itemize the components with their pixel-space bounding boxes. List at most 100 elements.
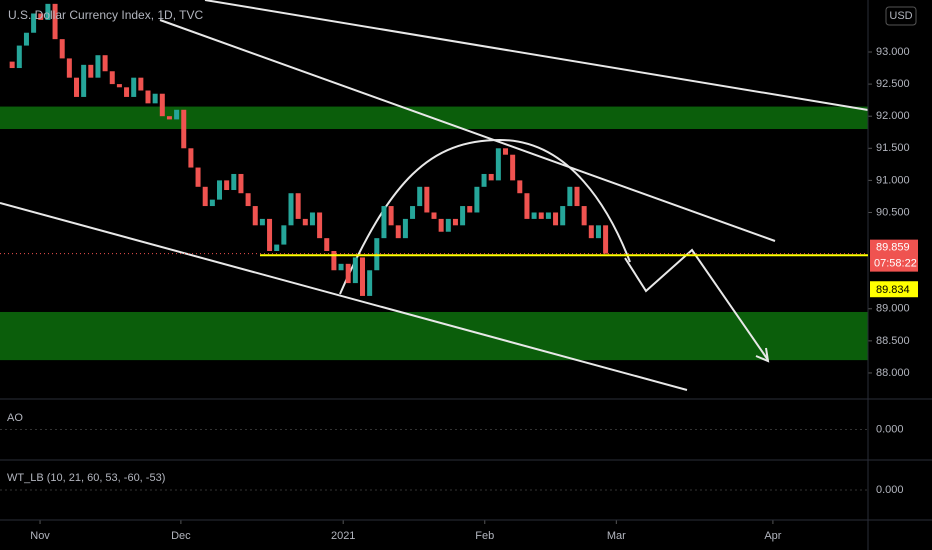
candle [574,186,580,207]
y-tick-label: 88.500 [876,335,910,347]
y-tick-label: 89.000 [876,303,910,315]
y-tick-label: 90.500 [876,206,910,218]
candle [138,77,144,91]
candle [581,206,587,226]
candle [367,270,373,296]
candle [331,250,337,271]
candle [345,263,351,284]
candle [302,218,308,226]
currency[interactable]: USD [889,10,912,22]
candle [460,206,466,226]
candle [317,212,323,239]
candle [438,218,444,232]
candle [481,173,487,187]
candle [245,193,251,207]
level-label-box [870,281,918,298]
x-tick-label: 2021 [331,530,355,542]
candle [474,186,480,213]
x-tick-label: Feb [475,530,494,542]
candle [288,193,294,226]
x-tick-label: Nov [30,530,50,542]
candle [538,212,544,219]
last-price-box [870,239,918,272]
candle [209,199,215,207]
candle [488,173,494,181]
y-tick-label: 91.500 [876,142,910,154]
currency-box[interactable] [885,6,917,26]
candle [181,109,187,149]
candle [360,257,366,296]
chart-title: U.S. Dollar Currency Index, 1D, TVC [8,8,204,22]
y-tick-label: 92.500 [876,78,910,90]
candle [74,77,80,97]
candle [352,257,358,284]
candle [431,212,437,219]
candle [467,206,473,213]
candle [224,180,230,191]
candle [9,61,15,69]
candle [395,225,401,239]
candle [109,71,115,85]
candle [595,225,601,239]
x-tick-label: Mar [607,530,626,542]
candle [145,90,151,104]
candle [23,32,29,46]
candle [231,173,237,191]
candle [402,218,408,239]
y-tick-label: 88.000 [876,367,910,379]
last-price-label: 89.859 [876,242,910,254]
x-tick-label: Dec [171,530,191,542]
candle [259,218,265,226]
candle [452,218,458,226]
candle [517,180,523,194]
candle [81,64,87,97]
candle [166,116,172,120]
trend-line [0,202,688,391]
candle [502,148,508,155]
candle [95,55,101,78]
candle [116,84,122,88]
candle [417,186,423,207]
candle [281,225,287,245]
x-tick-label: Apr [764,530,781,542]
y-tick-label: 91.000 [876,174,910,186]
candle [52,3,58,40]
arrow-head [755,347,770,363]
candle [174,109,180,120]
trend-line [204,0,869,111]
y-tick-label: 93.000 [876,46,910,58]
candle [567,186,573,207]
candle [374,238,380,271]
candle [309,212,315,226]
candle [66,58,72,78]
candle [274,244,280,251]
candle [38,13,44,20]
candle [388,206,394,226]
candle [588,225,594,239]
candle [524,193,530,219]
candle [424,186,430,213]
candle [410,206,416,219]
candle [553,212,559,226]
candle [238,173,244,194]
projection-arrow [624,248,769,361]
indicator-name: WT_LB (10, 21, 60, 53, -60, -53) [7,472,165,484]
countdown: 07:58:22 [874,258,917,270]
candle [495,148,501,181]
candle [195,167,201,187]
y-tick-label: 0.000 [876,423,904,435]
candle [16,45,22,69]
candle [603,225,609,254]
zone [0,311,868,361]
candle [531,212,537,219]
candle [45,3,51,20]
y-tick-label: 0.000 [876,484,904,496]
candle [560,206,566,226]
candle [59,39,65,59]
candle [124,87,130,97]
candle [102,55,108,72]
candle [252,206,258,226]
level-label: 89.834 [876,284,910,296]
